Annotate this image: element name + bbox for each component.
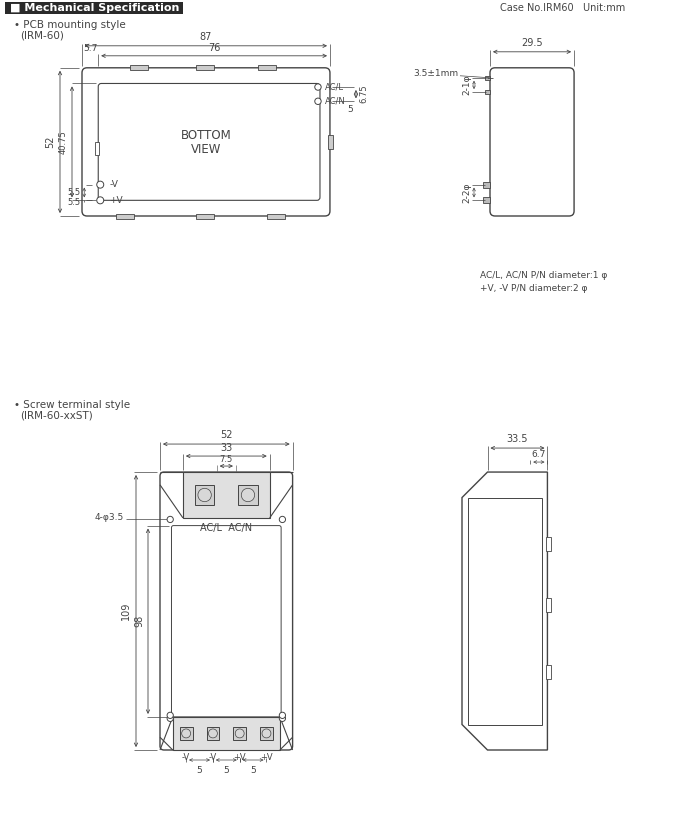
Text: VIEW: VIEW bbox=[191, 143, 221, 156]
Bar bbox=[173, 717, 280, 750]
Bar bbox=[195, 485, 214, 505]
Bar bbox=[195, 214, 214, 219]
Text: AC/L, AC/N P/N diameter:1 φ
+V, -V P/N diameter:2 φ: AC/L, AC/N P/N diameter:1 φ +V, -V P/N d… bbox=[480, 271, 608, 293]
FancyBboxPatch shape bbox=[160, 472, 293, 750]
Text: 109: 109 bbox=[121, 602, 131, 620]
Text: • Screw terminal style: • Screw terminal style bbox=[14, 400, 130, 410]
Bar bbox=[239, 485, 258, 505]
Text: 5.7: 5.7 bbox=[83, 44, 97, 53]
Text: (IRM-60): (IRM-60) bbox=[20, 31, 64, 41]
Text: 2-2φ: 2-2φ bbox=[462, 182, 471, 203]
Circle shape bbox=[279, 516, 286, 523]
Text: 98: 98 bbox=[134, 615, 144, 627]
Circle shape bbox=[167, 712, 174, 718]
FancyBboxPatch shape bbox=[98, 83, 320, 200]
Bar bbox=[483, 197, 490, 204]
Bar bbox=[130, 65, 148, 70]
Circle shape bbox=[241, 488, 255, 501]
Bar bbox=[180, 727, 193, 739]
Circle shape bbox=[167, 715, 174, 721]
Circle shape bbox=[97, 181, 104, 188]
Bar bbox=[547, 537, 552, 551]
Text: +V: +V bbox=[233, 753, 246, 762]
Text: 5: 5 bbox=[197, 766, 202, 775]
Text: AC/L: AC/L bbox=[325, 83, 344, 92]
Text: 6.7: 6.7 bbox=[532, 450, 546, 459]
FancyBboxPatch shape bbox=[490, 68, 574, 216]
FancyBboxPatch shape bbox=[82, 68, 330, 216]
Text: 29.5: 29.5 bbox=[522, 38, 543, 47]
Bar bbox=[547, 665, 552, 679]
Text: -V: -V bbox=[109, 180, 118, 189]
Text: 33.5: 33.5 bbox=[507, 434, 528, 444]
Bar bbox=[267, 214, 285, 219]
Text: ■ Mechanical Specification: ■ Mechanical Specification bbox=[10, 3, 179, 13]
Text: AC/N: AC/N bbox=[325, 97, 346, 106]
Bar bbox=[183, 472, 270, 518]
Bar bbox=[485, 90, 490, 94]
Bar bbox=[260, 727, 273, 739]
Bar bbox=[233, 727, 246, 739]
Circle shape bbox=[315, 83, 321, 90]
Circle shape bbox=[167, 516, 174, 523]
Text: 5.5: 5.5 bbox=[67, 188, 80, 197]
Text: 87: 87 bbox=[199, 32, 212, 42]
Text: 52: 52 bbox=[45, 136, 55, 148]
Text: 40.75: 40.75 bbox=[59, 130, 68, 154]
Text: 76: 76 bbox=[208, 43, 220, 53]
Circle shape bbox=[198, 488, 211, 501]
Text: AC/L  AC/N: AC/L AC/N bbox=[200, 523, 253, 533]
Text: -V: -V bbox=[182, 753, 190, 762]
Bar bbox=[116, 214, 134, 219]
Text: 4-φ3.5: 4-φ3.5 bbox=[94, 513, 124, 522]
Text: +V: +V bbox=[260, 753, 273, 762]
Text: 3.5±1mm: 3.5±1mm bbox=[413, 70, 458, 79]
Text: 5: 5 bbox=[250, 766, 256, 775]
Bar bbox=[547, 599, 552, 613]
Text: (IRM-60-xxST): (IRM-60-xxST) bbox=[20, 411, 92, 421]
Text: BOTTOM: BOTTOM bbox=[181, 129, 231, 142]
Text: -V: -V bbox=[209, 753, 217, 762]
Circle shape bbox=[235, 729, 244, 738]
Text: 5: 5 bbox=[347, 106, 353, 115]
Text: 52: 52 bbox=[220, 430, 232, 440]
Polygon shape bbox=[462, 472, 547, 750]
Circle shape bbox=[209, 729, 218, 738]
Circle shape bbox=[279, 715, 286, 721]
Bar bbox=[483, 182, 490, 187]
Bar bbox=[485, 76, 490, 80]
Bar bbox=[206, 727, 219, 739]
Circle shape bbox=[315, 98, 321, 105]
Text: 7.5: 7.5 bbox=[220, 455, 233, 464]
Circle shape bbox=[279, 712, 286, 718]
Circle shape bbox=[262, 729, 271, 738]
Text: 5: 5 bbox=[223, 766, 229, 775]
Text: Case No.IRM60   Unit:mm: Case No.IRM60 Unit:mm bbox=[500, 3, 625, 13]
Circle shape bbox=[97, 197, 104, 204]
Text: 2-1φ: 2-1φ bbox=[462, 74, 471, 95]
Text: 6.75: 6.75 bbox=[359, 85, 368, 103]
Bar bbox=[328, 135, 333, 149]
Circle shape bbox=[182, 729, 190, 738]
Bar bbox=[258, 65, 276, 70]
Text: +V: +V bbox=[109, 196, 123, 204]
Text: • PCB mounting style: • PCB mounting style bbox=[14, 20, 126, 30]
FancyBboxPatch shape bbox=[172, 526, 281, 717]
Text: 33: 33 bbox=[220, 443, 232, 453]
Bar bbox=[468, 497, 542, 725]
Text: 5.5: 5.5 bbox=[67, 198, 80, 207]
Bar bbox=[5, 2, 183, 14]
Bar bbox=[95, 142, 99, 155]
Bar bbox=[195, 65, 214, 70]
